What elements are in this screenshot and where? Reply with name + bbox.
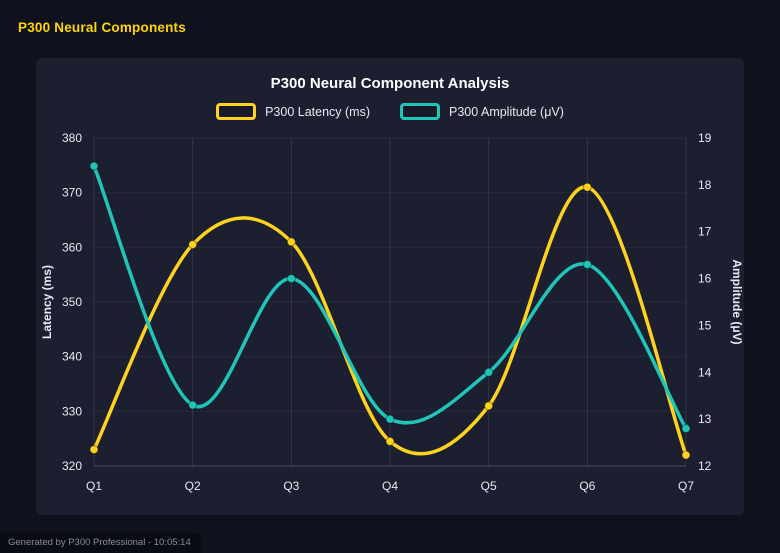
x-axis-tick: Q5: [481, 479, 497, 493]
left-axis-tick: 350: [62, 295, 82, 309]
left-axis-tick: 360: [62, 240, 82, 254]
x-axis-tick: Q3: [283, 479, 299, 493]
data-point[interactable]: [286, 237, 296, 247]
page-title: P300 Neural Components: [18, 20, 186, 35]
chart-svg: 320 330 340 350 360 370 380 12 13 14 15 16 17 18 19 Q1 Q…: [40, 131, 744, 493]
right-axis-tick: 16: [698, 272, 712, 286]
data-point[interactable]: [188, 400, 198, 410]
legend-item-p300-latency-ms[interactable]: P300 Latency (ms): [216, 103, 370, 120]
left-axis-tick: 330: [62, 404, 82, 418]
right-axis-tick: 18: [698, 178, 712, 192]
data-point[interactable]: [89, 161, 99, 171]
data-point[interactable]: [484, 367, 494, 377]
legend-swatch-icon: [216, 103, 257, 120]
series-points-p300-latency-ms: [89, 182, 691, 460]
chart-legend: P300 Latency (ms) P300 Amplitude (μV): [36, 103, 744, 120]
left-axis-tick: 320: [62, 459, 82, 473]
x-axis-tick: Q7: [678, 479, 694, 493]
data-point[interactable]: [681, 450, 691, 460]
right-axis-title: Amplitude (μV): [730, 259, 744, 344]
right-axis-tick: 13: [698, 412, 712, 426]
data-point[interactable]: [582, 182, 592, 192]
data-point[interactable]: [188, 239, 198, 250]
right-axis-tick: 19: [698, 131, 712, 145]
footer-status-text: Generated by P300 Professional - 10:05:1…: [0, 533, 201, 553]
chart-title: P300 Neural Component Analysis: [270, 75, 510, 92]
data-point[interactable]: [286, 273, 296, 284]
data-point[interactable]: [385, 414, 395, 424]
data-point[interactable]: [582, 259, 592, 270]
chart-card: P300 Neural Component Analysis P300 Late…: [36, 58, 744, 515]
data-point[interactable]: [484, 401, 494, 411]
left-axis-title: Latency (ms): [40, 265, 54, 339]
x-axis-tick: Q6: [579, 479, 595, 493]
left-axis-tick: 380: [62, 131, 82, 145]
legend-swatch-icon: [400, 103, 440, 120]
x-axis-tick: Q4: [382, 479, 398, 493]
data-point[interactable]: [89, 445, 99, 455]
x-axis-tick: Q2: [185, 479, 201, 493]
data-point[interactable]: [385, 436, 395, 446]
legend-label: P300 Latency (ms): [265, 104, 370, 119]
series-points-p300-amplitude-v: [89, 161, 691, 434]
right-axis-tick: 12: [698, 459, 712, 473]
legend-item-p300-amplitude-v[interactable]: P300 Amplitude (μV): [400, 103, 564, 120]
legend-label: P300 Amplitude (μV): [449, 104, 564, 119]
x-axis-tick: Q1: [86, 479, 102, 493]
right-axis-tick: 17: [698, 225, 712, 239]
left-axis-tick: 340: [62, 350, 82, 364]
data-point[interactable]: [681, 423, 691, 434]
gridlines: [93, 137, 687, 467]
right-axis-tick: 15: [698, 318, 712, 332]
right-axis-tick: 14: [698, 365, 712, 379]
left-axis-tick: 370: [62, 186, 82, 200]
axis-ticks: 320 330 340 350 360 370 380 12 13 14 15 16 17 18 19 Q1 Q…: [62, 131, 712, 493]
